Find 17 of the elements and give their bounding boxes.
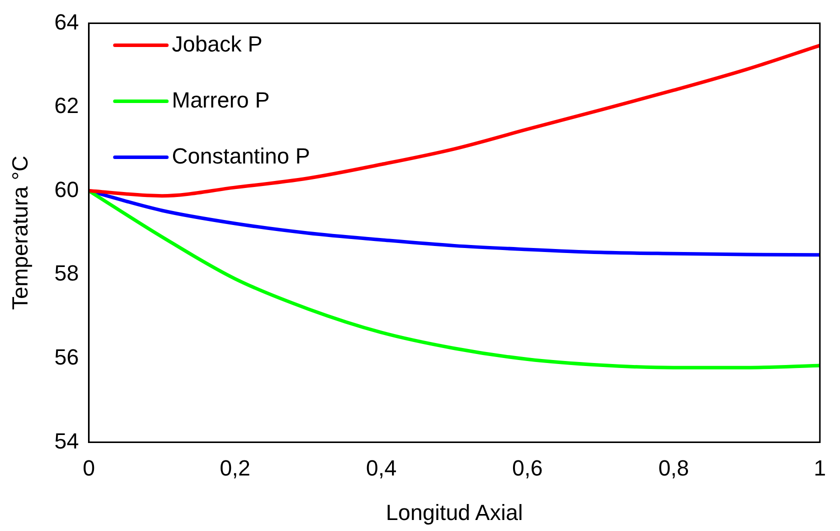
y-tick-label: 62 xyxy=(54,93,79,118)
x-tick-label: 0,4 xyxy=(366,455,397,480)
legend-label: Constantino P xyxy=(172,143,310,168)
x-tick-label: 0 xyxy=(82,455,95,480)
y-tick-label: 56 xyxy=(54,344,79,370)
legend-label: Joback P xyxy=(172,31,262,56)
y-tick-label: 54 xyxy=(54,428,79,454)
y-axis-title: Temperatura °C xyxy=(7,155,32,310)
legend-label: Marrero P xyxy=(172,87,270,112)
y-tick-label: 58 xyxy=(54,260,79,286)
y-tick-label: 64 xyxy=(54,9,79,34)
x-axis-title: Longitud Axial xyxy=(386,500,523,525)
x-tick-label: 1 xyxy=(814,455,826,480)
x-tick-label: 0,6 xyxy=(512,455,543,480)
x-tick-label: 0,8 xyxy=(658,455,689,480)
y-tick-label: 60 xyxy=(54,176,79,202)
x-tick-label: 0,2 xyxy=(220,455,250,480)
